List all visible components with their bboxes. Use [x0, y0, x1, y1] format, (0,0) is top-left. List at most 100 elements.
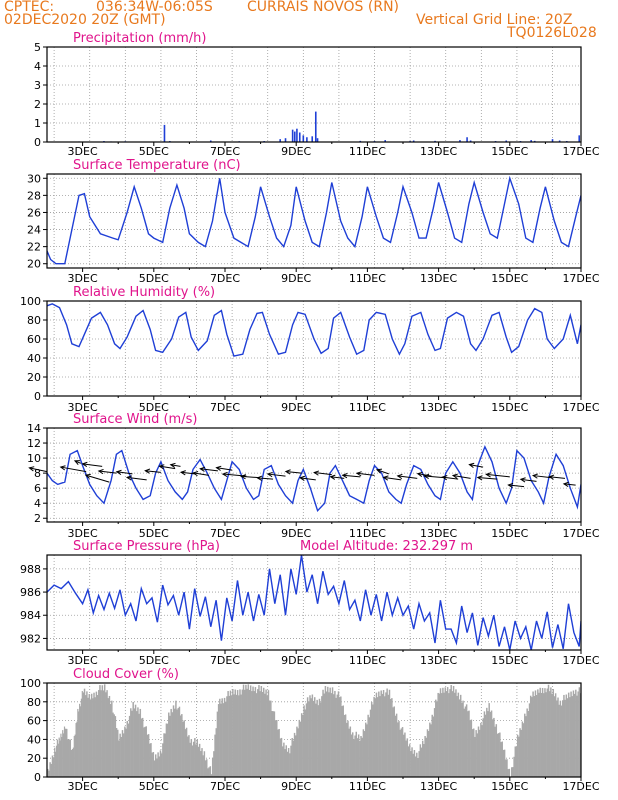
cloud-bar: [327, 686, 329, 777]
wind-arrow: [85, 474, 110, 483]
cloud-bar: [80, 698, 83, 777]
cloud-bar: [497, 733, 500, 777]
wind-arrow-head: [266, 471, 273, 478]
precip-bar: [459, 140, 461, 142]
x-tick-label: 7DEC: [210, 654, 240, 667]
precip-bar: [558, 140, 561, 142]
cloud-bar: [240, 694, 242, 777]
cloud-bar: [108, 695, 111, 777]
wind-arrow: [82, 463, 103, 467]
y-tick-label: 982: [20, 632, 41, 645]
cloud-bar: [57, 743, 59, 777]
cloud-bar: [558, 704, 560, 777]
y-tick-label: 100: [20, 295, 41, 308]
cloud-bar: [559, 700, 562, 777]
precip-bar: [316, 138, 319, 142]
cloud-bar: [314, 697, 316, 777]
panel-6: 0 20 40 60 80 100 3DEC 5DEC 7DEC 9DEC 11DEC 13DEC 15…: [20, 667, 600, 793]
cloud-bar: [399, 729, 401, 777]
cloud-bar: [350, 734, 353, 777]
precip-bar: [306, 137, 308, 142]
cloud-bar: [384, 696, 386, 777]
cloud-bar: [249, 685, 252, 777]
cloud-bar: [414, 756, 417, 777]
panel-frame: [46, 173, 582, 269]
cloud-bar: [572, 690, 575, 777]
cloud-bar: [94, 697, 96, 777]
cloud-bar: [316, 699, 318, 777]
cloud-bar: [47, 768, 49, 777]
cloud-bar: [254, 687, 257, 777]
cloud-bar: [51, 755, 54, 777]
cloud-bar: [503, 749, 506, 777]
cloud-bar: [242, 684, 245, 777]
cloud-bar: [117, 729, 119, 777]
precip-bar: [505, 140, 508, 142]
cloud-bar: [120, 736, 123, 777]
cloud-bar: [245, 684, 247, 777]
cloud-bar: [444, 687, 447, 777]
cloud-bar: [128, 715, 131, 777]
cloud-bar: [296, 726, 298, 777]
panel-3: 0 20 40 60 80 100 3DEC 5DEC 7DEC 9DEC 11DEC 13DEC 15…: [20, 285, 600, 414]
cloud-bar: [202, 755, 204, 777]
x-tick-label: 3DEC: [68, 527, 98, 540]
cloud-bar: [264, 693, 266, 777]
wind-arrow-head: [485, 472, 492, 478]
cloud-bar: [412, 753, 414, 777]
cloud-bar: [253, 691, 255, 777]
cloud-bar: [175, 700, 177, 777]
wind-arrow-head: [84, 473, 91, 479]
cloud-bar: [394, 715, 397, 777]
cloud-bar: [552, 689, 555, 777]
cloud-bar: [127, 723, 130, 777]
cloud-bar: [305, 703, 308, 777]
panel-frame: [46, 554, 582, 651]
cloud-bar: [356, 738, 359, 777]
y-tick-label: 60: [27, 333, 41, 346]
cloud-bar: [461, 702, 463, 777]
cloud-bar: [279, 738, 282, 777]
cloud-bar: [159, 750, 162, 777]
cloud-bar: [93, 692, 95, 777]
cloud-bar: [381, 693, 384, 777]
precip-bar: [384, 140, 386, 142]
cloud-bar: [481, 725, 483, 777]
header-coords: 036:34W-06:05S: [96, 0, 213, 15]
cloud-bar: [379, 696, 381, 777]
cloud-bar: [494, 726, 496, 777]
cloud-bar: [63, 733, 65, 777]
cloud-bar: [59, 740, 61, 777]
cloud-bar: [566, 698, 569, 777]
wind-arrow-head: [423, 473, 430, 479]
wind-arrow: [159, 465, 176, 470]
cloud-bar: [68, 739, 70, 777]
cloud-bar: [189, 742, 191, 777]
y-tick-label: 4: [34, 497, 41, 510]
series-line: [47, 175, 581, 265]
cloud-bar: [196, 739, 199, 777]
cloud-bar: [150, 743, 152, 777]
cloud-bar: [417, 758, 419, 777]
cloud-bar: [526, 708, 528, 777]
cloud-bar: [295, 735, 297, 777]
y-tick-label: 8: [34, 467, 41, 480]
wind-arrow-head: [240, 474, 247, 480]
wind-arrow: [549, 476, 566, 479]
series-line: [47, 555, 581, 650]
cloud-bar: [206, 759, 208, 777]
cloud-bar: [79, 703, 81, 777]
wind-arrow: [342, 474, 361, 478]
cloud-bar: [309, 695, 311, 777]
cloud-bar: [261, 691, 264, 777]
cloud-bar: [321, 696, 323, 777]
wind-arrow-head: [468, 462, 475, 468]
y-tick-label: 20: [27, 752, 41, 765]
panel-annotation: Model Altitude: 232.297 m: [300, 539, 473, 554]
x-tick-label: 17DEC: [562, 654, 599, 667]
x-tick-label: 7DEC: [210, 780, 240, 793]
panel-title: Relative Humidity (%): [73, 285, 215, 300]
cloud-bar: [525, 716, 527, 777]
cloud-bar: [215, 728, 217, 777]
cloud-bar: [563, 694, 565, 777]
